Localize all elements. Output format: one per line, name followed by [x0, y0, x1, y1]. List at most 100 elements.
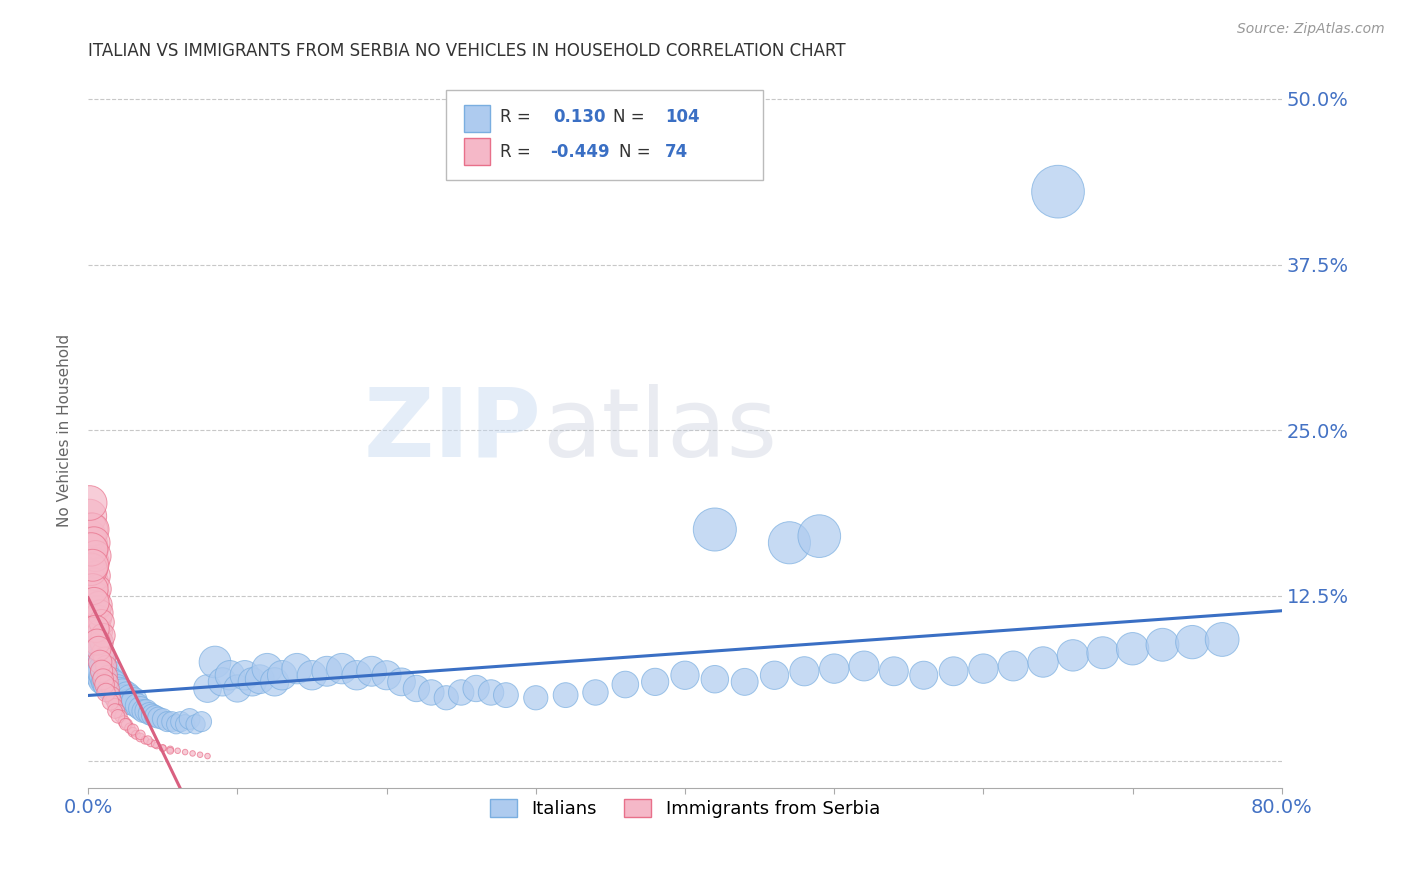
Point [942, 665, 965, 679]
Point [141, 708, 163, 723]
Point [86, 635, 108, 649]
Point [129, 728, 152, 742]
Point [156, 714, 179, 729]
Point [91, 672, 114, 686]
Point [301, 668, 323, 682]
Point [87, 641, 110, 656]
Point [84, 589, 107, 603]
Point [90, 668, 112, 682]
Point [465, 681, 488, 696]
Point [204, 655, 226, 669]
Point [84, 569, 107, 583]
Point [360, 665, 382, 679]
Point [101, 681, 124, 696]
Point [146, 739, 169, 753]
Point [82, 641, 104, 656]
Point [80, 562, 103, 576]
Point [80, 523, 103, 537]
Point [346, 668, 368, 682]
Point [673, 668, 696, 682]
Text: -0.449: -0.449 [550, 143, 610, 161]
Point [86, 602, 108, 616]
Point [256, 662, 278, 676]
Point [98, 668, 121, 682]
Point [89, 655, 111, 669]
Point [91, 646, 114, 660]
Point [169, 714, 191, 729]
Point [1091, 646, 1114, 660]
Point [181, 747, 204, 761]
Point [197, 681, 219, 696]
Text: R =: R = [501, 109, 530, 127]
Point [82, 582, 104, 596]
Point [89, 665, 111, 679]
Point [152, 712, 174, 726]
Point [91, 628, 114, 642]
Point [188, 747, 211, 762]
Point [197, 749, 219, 764]
Point [585, 685, 607, 699]
Point [139, 736, 162, 750]
Point [138, 706, 160, 721]
Point [80, 535, 103, 549]
Point [152, 741, 174, 756]
Point [93, 651, 115, 665]
Point [233, 668, 256, 682]
Point [122, 725, 145, 739]
Point [80, 542, 103, 557]
Text: 104: 104 [665, 109, 699, 127]
Point [1032, 655, 1054, 669]
Point [90, 615, 112, 630]
Text: N =: N = [613, 109, 645, 127]
Point [82, 523, 104, 537]
Point [83, 575, 105, 590]
Point [1122, 641, 1144, 656]
Y-axis label: No Vehicles in Household: No Vehicles in Household [58, 334, 72, 526]
Point [80, 549, 103, 563]
Point [190, 714, 212, 729]
Point [211, 674, 233, 689]
Point [434, 690, 457, 705]
Point [823, 662, 845, 676]
Point [148, 711, 170, 725]
Point [94, 659, 117, 673]
Point [159, 744, 181, 758]
Point [703, 672, 725, 686]
Point [84, 646, 107, 660]
Point [166, 744, 188, 758]
Point [87, 611, 110, 625]
Point [91, 672, 114, 686]
Point [129, 701, 152, 715]
Point [219, 668, 242, 682]
Point [315, 665, 337, 679]
Point [86, 648, 108, 663]
Point [103, 677, 125, 691]
Point [87, 657, 110, 672]
Point [127, 698, 149, 713]
Point [79, 509, 101, 524]
Point [104, 698, 127, 713]
Legend: Italians, Immigrants from Serbia: Italians, Immigrants from Serbia [482, 791, 887, 825]
Point [118, 690, 141, 705]
Point [82, 558, 104, 573]
Point [1211, 632, 1233, 647]
Point [83, 635, 105, 649]
Point [174, 717, 197, 731]
FancyBboxPatch shape [464, 138, 491, 165]
FancyBboxPatch shape [446, 90, 762, 180]
Point [107, 709, 129, 723]
Point [90, 635, 112, 649]
Point [114, 690, 136, 705]
Point [124, 693, 146, 707]
Point [84, 651, 107, 665]
Text: N =: N = [619, 143, 651, 161]
Point [86, 582, 108, 596]
Point [79, 529, 101, 543]
Point [184, 717, 207, 731]
Point [495, 688, 517, 702]
Point [118, 721, 141, 735]
Point [152, 741, 174, 756]
Point [524, 690, 547, 705]
Point [143, 737, 166, 751]
Point [554, 688, 576, 702]
